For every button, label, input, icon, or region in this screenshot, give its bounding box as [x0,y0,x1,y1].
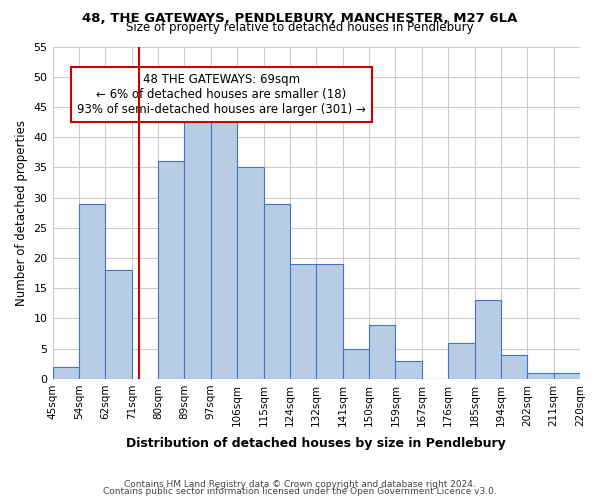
Bar [395,361,422,379]
Bar [158,162,184,379]
Bar [237,168,263,379]
Bar [53,367,79,379]
Bar [184,113,211,379]
Bar [105,270,131,379]
Text: 48, THE GATEWAYS, PENDLEBURY, MANCHESTER, M27 6LA: 48, THE GATEWAYS, PENDLEBURY, MANCHESTER… [82,12,518,24]
Bar [527,373,554,379]
Text: Contains public sector information licensed under the Open Government Licence v3: Contains public sector information licen… [103,488,497,496]
Text: Contains HM Land Registry data © Crown copyright and database right 2024.: Contains HM Land Registry data © Crown c… [124,480,476,489]
X-axis label: Distribution of detached houses by size in Pendlebury: Distribution of detached houses by size … [127,437,506,450]
Bar [79,204,105,379]
Text: Size of property relative to detached houses in Pendlebury: Size of property relative to detached ho… [126,22,474,35]
Y-axis label: Number of detached properties: Number of detached properties [15,120,28,306]
Bar [290,264,316,379]
Bar [263,204,290,379]
Bar [343,348,369,379]
Bar [211,101,237,379]
Text: 48 THE GATEWAYS: 69sqm
← 6% of detached houses are smaller (18)
93% of semi-deta: 48 THE GATEWAYS: 69sqm ← 6% of detached … [77,73,366,116]
Bar [448,342,475,379]
Bar [316,264,343,379]
Bar [369,324,395,379]
Bar [501,354,527,379]
Bar [554,373,580,379]
Bar [475,300,501,379]
